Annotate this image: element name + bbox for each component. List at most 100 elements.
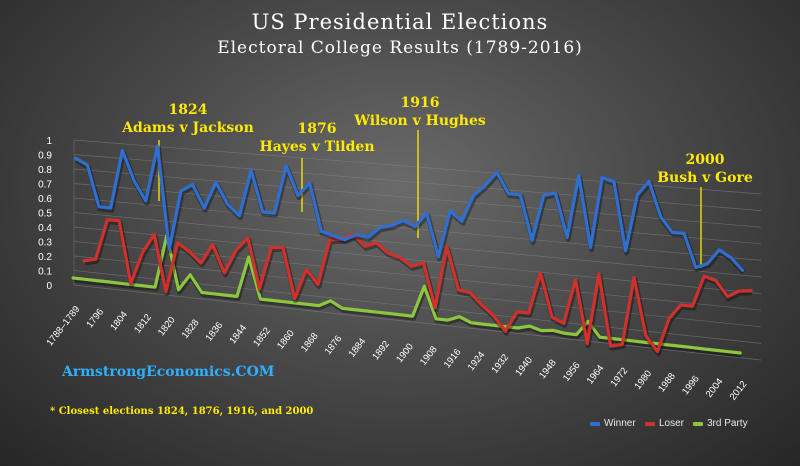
x-tick-label: 1860 [275, 328, 297, 351]
data-point-loser [586, 342, 589, 345]
annotation-1916: 1916 Wilson v Hughes [350, 94, 490, 130]
annotation-2000-year: 2000 [685, 152, 725, 168]
x-tick-label: 1900 [394, 342, 416, 365]
data-point-third-party [739, 352, 742, 354]
x-tick-label: 1884 [347, 336, 369, 359]
data-point-third-party [142, 284, 145, 287]
data-point-winner [402, 219, 405, 222]
x-tick-label: 1980 [632, 368, 654, 391]
legend-loser-label: Loser [659, 418, 685, 429]
data-point-winner [507, 192, 510, 195]
data-point-loser [539, 272, 542, 274]
series-third-party-line [71, 233, 742, 355]
x-tick-label: 1940 [513, 355, 535, 378]
data-point-winner [180, 190, 182, 192]
y-tick-label: 0.2 [38, 252, 52, 263]
data-point-third-party [259, 298, 262, 300]
data-point-third-party [563, 332, 566, 335]
data-point-third-party [271, 299, 274, 302]
series-third-party-shadow [73, 234, 742, 358]
data-point-loser [328, 238, 331, 241]
x-tick-label: 1820 [156, 315, 178, 338]
data-point-winner [624, 250, 627, 252]
x-tick-label: 1804 [108, 309, 130, 332]
data-point-loser [153, 233, 156, 236]
data-point-loser [293, 297, 296, 300]
data-point-loser [621, 343, 624, 346]
source-credit: ArmstrongEconomics.COM [62, 364, 275, 380]
data-point-loser [258, 287, 261, 290]
annotation-2000: 2000 Bush v Gore [640, 151, 770, 187]
data-point-winner [390, 224, 393, 227]
data-point-loser [445, 245, 448, 248]
data-point-third-party [715, 349, 718, 352]
data-point-third-party [680, 345, 683, 348]
y-tick-label: 0.5 [38, 209, 52, 220]
data-point-third-party [481, 323, 484, 325]
data-point-third-party [458, 315, 461, 318]
data-point-third-party [399, 313, 402, 316]
data-point-winner [741, 269, 744, 272]
data-point-third-party [364, 309, 367, 312]
x-tick-label: 1788–1789 [44, 304, 82, 348]
x-tick-label: 2012 [728, 379, 750, 402]
y-tick-label: 0.8 [38, 165, 52, 176]
data-point-loser [94, 258, 97, 261]
data-point-loser [399, 256, 401, 259]
data-point-winner [636, 194, 639, 197]
data-point-winner [378, 226, 381, 229]
annotation-1916-label: Wilson v Hughes [354, 113, 486, 129]
data-point-loser [83, 260, 85, 262]
data-point-third-party [107, 281, 110, 283]
data-point-third-party [119, 282, 121, 285]
data-point-loser [703, 275, 706, 278]
data-point-loser [750, 289, 752, 292]
data-point-third-party [154, 286, 157, 289]
data-point-third-party [411, 315, 414, 318]
data-point-loser [282, 246, 284, 249]
data-point-winner [250, 169, 253, 172]
gridline [73, 226, 762, 294]
data-point-third-party [318, 304, 320, 307]
data-point-third-party [727, 350, 730, 353]
data-point-third-party [470, 321, 472, 324]
data-point-winner [98, 205, 100, 208]
data-point-loser [551, 316, 553, 319]
x-tick-label: 1796 [85, 307, 107, 330]
data-point-loser [434, 306, 436, 309]
data-point-third-party [95, 279, 98, 282]
data-point-loser [223, 272, 226, 274]
data-point-third-party [282, 300, 285, 303]
data-point-third-party [84, 278, 86, 281]
data-point-loser [118, 219, 121, 222]
data-point-loser [211, 243, 214, 246]
data-point-loser [480, 304, 483, 306]
x-tick-label: 1844 [227, 323, 249, 346]
data-point-third-party [306, 303, 309, 306]
data-point-third-party [540, 329, 543, 332]
data-point-winner [484, 184, 487, 187]
legend-loser: Loser [645, 418, 684, 429]
data-point-loser [609, 345, 612, 348]
data-point-loser [656, 350, 659, 353]
data-point-loser [597, 273, 600, 275]
data-point-winner [238, 214, 241, 217]
data-point-winner [121, 149, 124, 152]
x-tick-label: 1996 [680, 374, 702, 397]
footnote: * Closest elections 1824, 1876, 1916, an… [50, 406, 314, 417]
data-point-winner [109, 207, 112, 209]
data-point-loser [562, 322, 565, 325]
data-point-loser [691, 305, 694, 308]
data-point-loser [668, 317, 670, 320]
data-point-winner [683, 232, 685, 235]
data-point-third-party [224, 294, 227, 297]
x-tick-label: 1916 [442, 347, 464, 370]
data-point-loser [317, 283, 319, 286]
y-tick-label: 0.9 [38, 151, 52, 162]
data-point-winner [285, 164, 288, 167]
annotation-1824: 1824 Adams v Jackson [118, 101, 258, 137]
data-point-third-party [423, 285, 426, 288]
data-point-third-party [516, 327, 519, 329]
data-point-third-party [294, 302, 297, 304]
y-tick-label: 0.1 [38, 267, 52, 278]
